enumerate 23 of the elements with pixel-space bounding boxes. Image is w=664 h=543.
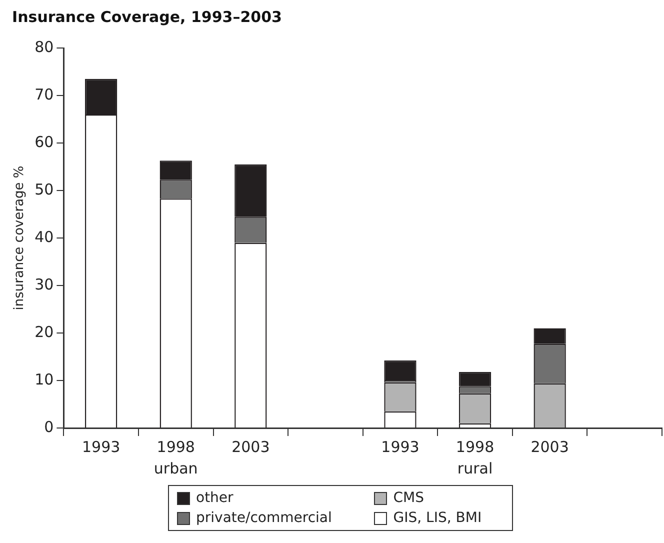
y-tick-label: 0 <box>44 418 54 436</box>
x-tick-label: 2003 <box>530 438 569 456</box>
x-tick-label: 1993 <box>381 438 420 456</box>
legend-label: other <box>196 490 234 506</box>
y-tick-label: 50 <box>34 180 54 198</box>
text: urban <box>154 459 198 478</box>
y-tick-label: 40 <box>34 228 54 246</box>
legend-label: GIS, LIS, BMI <box>393 510 482 526</box>
x-tick-label: 1998 <box>456 438 494 456</box>
legend-label: CMS <box>393 490 424 506</box>
x-tick-label: 1998 <box>156 438 195 456</box>
legend-label: private/commercial <box>196 510 332 526</box>
y-axis-title: insurance coverage % <box>12 166 28 310</box>
y-tick-label: 20 <box>34 322 54 341</box>
chart-title: Insurance Coverage, 1993–2003 <box>12 8 282 26</box>
text: rural <box>457 459 493 478</box>
y-tick-label: 70 <box>34 85 54 104</box>
y-tick-label: 10 <box>34 370 54 388</box>
x-tick-label: 2003 <box>232 438 270 456</box>
y-tick-label: 60 <box>34 132 54 151</box>
y-tick-label: 30 <box>34 275 54 294</box>
x-tick-label: 1993 <box>82 438 120 456</box>
y-tick-label: 80 <box>34 38 54 56</box>
